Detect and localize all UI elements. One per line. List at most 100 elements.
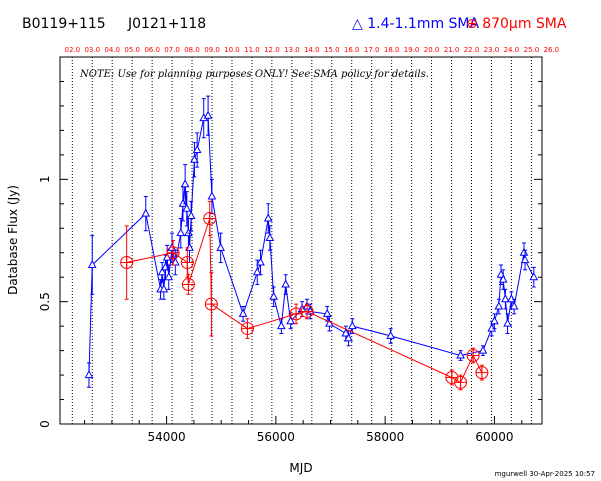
top-axis-tick-label: 21.0: [444, 46, 460, 54]
top-axis-tick-label: 14.0: [304, 46, 320, 54]
data-point-triangle: [490, 316, 499, 325]
top-axis-tick-label: 02.0: [64, 46, 80, 54]
data-point-triangle: [281, 279, 291, 288]
point-cross: [301, 305, 314, 318]
triangle-icon: △: [352, 16, 363, 32]
point-cross: [475, 366, 488, 379]
data-point-triangle: [84, 370, 94, 379]
point-cross: [205, 298, 218, 311]
top-axis-tick-label: 17.0: [364, 46, 380, 54]
point-cross: [120, 256, 133, 269]
legend-series-2-label: 870μm SMA: [482, 16, 567, 32]
top-axis-tick-label: 05.0: [124, 46, 140, 54]
data-point-triangle: [386, 330, 395, 339]
top-axis-tick-label: 26.0: [544, 46, 560, 54]
data-point-triangle: [520, 255, 530, 264]
data-point-triangle: [192, 144, 202, 153]
data-point-triangle: [503, 318, 512, 327]
credit-text: mgurwell 30-Apr-2025 10:57: [494, 470, 595, 478]
legend-series-1: △ 1.4-1.1mm SMA: [352, 16, 479, 32]
top-axis-tick-label: 16.0: [344, 46, 360, 54]
data-point-circle: [445, 371, 459, 385]
point-cross: [467, 349, 480, 362]
top-axis-tick-label: 09.0: [204, 46, 220, 54]
data-point-triangle: [344, 333, 353, 342]
top-axis-tick-label: 04.0: [104, 46, 120, 54]
x-tick-label: 54000: [147, 430, 185, 444]
data-point-circle: [240, 322, 254, 336]
year-gridlines: [71, 57, 532, 424]
data-point-triangle: [265, 232, 275, 242]
data-point-triangle: [190, 154, 199, 163]
data-point-circle: [120, 256, 134, 270]
data-point-triangle: [487, 323, 497, 332]
top-axis-tick-label: 03.0: [84, 46, 100, 54]
data-point-circle: [166, 246, 180, 260]
data-point-circle: [475, 366, 489, 380]
top-axis-tick-label: 15.0: [324, 46, 340, 54]
data-point-triangle: [507, 294, 516, 303]
y-tick-label: 1: [38, 176, 52, 184]
top-axis-tick-label: 23.0: [484, 46, 500, 54]
data-point-triangle: [276, 321, 286, 330]
top-axis-tick-label: 08.0: [184, 46, 200, 54]
x-tick-label: 56000: [257, 430, 295, 444]
data-point-triangle: [159, 284, 169, 293]
data-point-triangle: [269, 291, 279, 300]
top-axis-tick-label: 07.0: [164, 46, 180, 54]
data-point-circle: [180, 256, 194, 270]
source-name: B0119+115: [22, 16, 106, 32]
top-axis-tick-label: 24.0: [504, 46, 520, 54]
point-cross: [241, 322, 254, 335]
series-line-2: [126, 218, 483, 384]
data-point-triangle: [252, 267, 262, 276]
data-point-circle: [181, 278, 195, 292]
data-point-triangle: [322, 308, 332, 317]
top-axis-tick-label: 06.0: [144, 46, 160, 54]
x-tick-label: 58000: [366, 430, 404, 444]
data-point-triangle: [186, 210, 196, 220]
data-point-triangle: [529, 272, 539, 281]
point-cross: [182, 278, 195, 291]
point-cross: [203, 212, 216, 225]
data-point-triangle: [182, 203, 192, 212]
top-axis-tick-label: 22.0: [464, 46, 480, 54]
y-tick-label: 0.5: [38, 292, 52, 311]
plot-frame: [59, 56, 543, 425]
data-point-triangle: [180, 179, 190, 188]
data-point-triangle: [478, 345, 488, 354]
point-cross: [290, 307, 303, 320]
data-point-circle: [466, 348, 480, 362]
y-tick-label: 0: [38, 420, 52, 428]
data-point-circle: [203, 211, 217, 225]
data-point-triangle: [203, 110, 213, 119]
top-axis-tick-label: 19.0: [404, 46, 420, 54]
data-point-triangle: [286, 316, 295, 325]
planning-note: NOTE: Use for planning purposes ONLY! Se…: [79, 69, 429, 80]
data-point-triangle: [256, 257, 265, 266]
data-point-triangle: [519, 247, 529, 256]
data-point-triangle: [498, 274, 508, 283]
data-point-circle: [289, 307, 303, 321]
data-point-triangle: [141, 208, 151, 217]
axis-ticks: 02.0 03.0 04.0 05.0 06.0 07.0 08.0 09.0 10.0 11.0…: [38, 46, 559, 444]
x-tick-label: 60000: [475, 430, 513, 444]
data-point-triangle: [164, 272, 174, 281]
top-axis-tick-label: 25.0: [524, 46, 540, 54]
data-point-triangle: [207, 191, 217, 200]
top-axis-tick-label: 12.0: [264, 46, 280, 54]
top-axis-tick-label: 11.0: [244, 46, 260, 54]
data-point-triangle: [501, 294, 510, 303]
data-point-triangle: [456, 350, 465, 359]
top-axis-tick-label: 20.0: [424, 46, 440, 54]
data-point-triangle: [509, 301, 519, 310]
x-axis-label: MJD: [289, 461, 312, 475]
data-point-circle: [204, 297, 218, 311]
data-point-circle: [300, 304, 314, 318]
alt-source-name: J0121+118: [128, 16, 207, 32]
point-cross: [445, 371, 458, 384]
data-point-triangle: [238, 308, 248, 317]
data-point-triangle: [216, 242, 226, 251]
legend-series-2: ⊕ 870μm SMA: [466, 16, 566, 32]
